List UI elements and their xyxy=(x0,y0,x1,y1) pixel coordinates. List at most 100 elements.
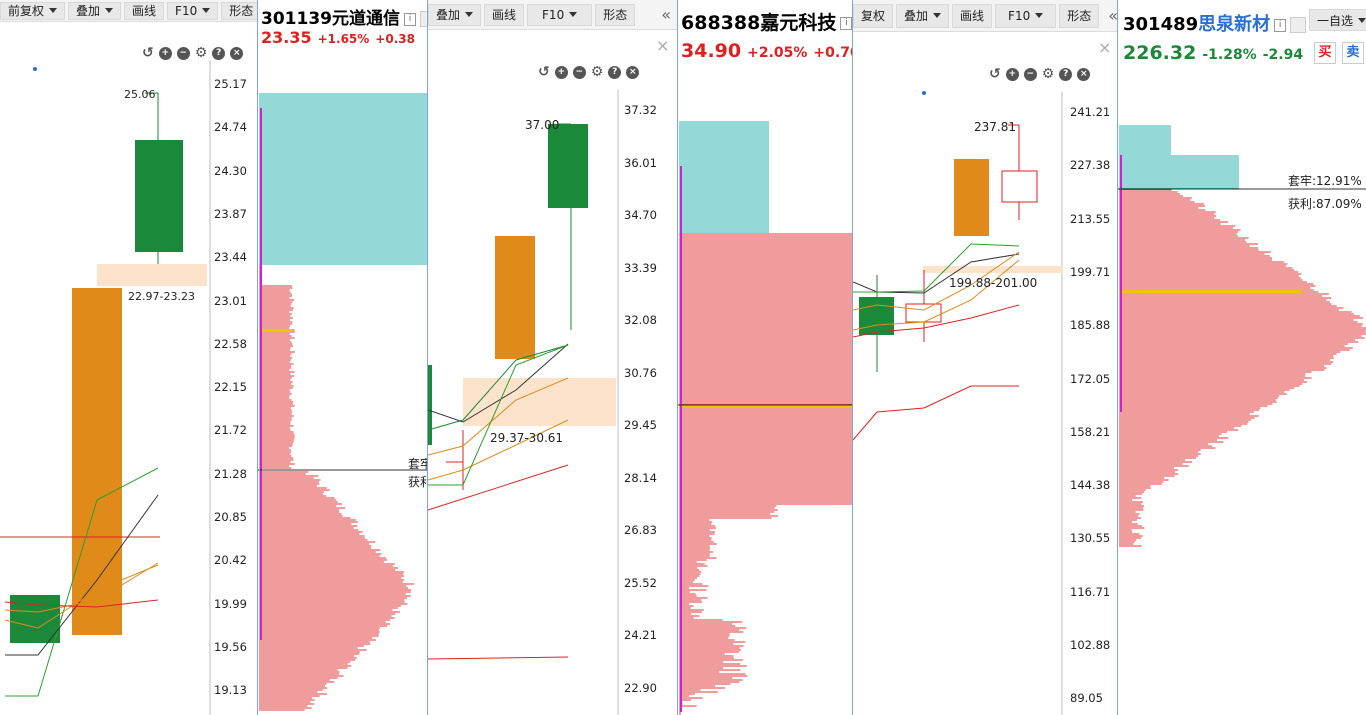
price-tick-label: 23.01 xyxy=(214,293,247,308)
zoom-out-icon[interactable]: − xyxy=(572,66,586,79)
stock-change: +0.70 xyxy=(813,45,852,61)
price-tick-label: 130.55 xyxy=(1070,531,1111,546)
price-tick-label: 227.38 xyxy=(1070,158,1111,173)
stock-pct: +1.65% xyxy=(317,32,370,46)
close-icon[interactable]: × xyxy=(656,36,670,55)
f10-button[interactable]: F10 xyxy=(167,1,219,20)
fuquan-button[interactable]: 前复权 xyxy=(0,1,66,20)
gear-icon[interactable]: ⚙ xyxy=(194,45,208,61)
chevron-down-icon xyxy=(202,8,211,13)
price-tick-label: 199.71 xyxy=(1070,264,1111,279)
watchlist-button[interactable]: 一自选 xyxy=(1309,9,1366,31)
refresh-icon[interactable]: ↺ xyxy=(142,45,154,61)
draw-line-button[interactable]: 画线 xyxy=(952,3,993,28)
price-tick-label: 37.32 xyxy=(624,103,657,117)
help-icon[interactable]: ? xyxy=(1059,68,1073,81)
zone-range-label: 199.88-201.00 xyxy=(949,276,1038,290)
f10-button[interactable]: F10 xyxy=(995,3,1057,28)
price-tick-label: 23.87 xyxy=(214,206,247,221)
overlay-button[interactable]: 叠加 xyxy=(896,3,950,28)
chevron-down-icon xyxy=(933,13,942,18)
buy-button[interactable]: 买 xyxy=(1314,42,1336,64)
info-icon[interactable]: i xyxy=(403,12,416,26)
refresh-icon[interactable]: ↺ xyxy=(989,66,1001,82)
stock-name[interactable]: 元道通信 xyxy=(331,9,400,29)
zoom-in-icon[interactable]: + xyxy=(1005,68,1019,81)
chart-panel-3: 叠加 画线 F10 形态 « × ↺ + − ⚙ ? × 37.00 29.37… xyxy=(427,0,677,715)
close-icon[interactable]: × xyxy=(1077,68,1091,81)
price-tick-label: 20.85 xyxy=(214,510,247,524)
collapse-icon[interactable]: « xyxy=(1102,6,1117,25)
stock-price: 23.35 xyxy=(261,28,312,47)
price-tick-label: 34.70 xyxy=(624,208,657,222)
chevron-down-icon xyxy=(465,12,474,17)
info-icon[interactable]: i xyxy=(840,17,852,30)
stock-name[interactable]: 思泉新材 xyxy=(1198,14,1271,35)
draw-line-button[interactable]: 画线 xyxy=(124,1,165,20)
chip-distribution-2 xyxy=(258,93,427,711)
close-icon[interactable]: × xyxy=(1098,38,1112,57)
price-tick-label: 23.44 xyxy=(214,250,247,265)
stock-title: 301489思泉新材 i xyxy=(1123,10,1307,36)
shape-button[interactable]: 形态 xyxy=(221,1,257,20)
gear-icon[interactable]: ⚙ xyxy=(1041,66,1055,82)
price-tick-label: 30.76 xyxy=(624,365,657,380)
quote-line: 34.90 +2.05% +0.70 xyxy=(681,40,852,62)
price-tick-label: 172.05 xyxy=(1070,371,1111,386)
close-icon[interactable]: × xyxy=(230,47,244,60)
overlay-label: 叠加 xyxy=(76,4,101,18)
zoom-out-icon[interactable]: − xyxy=(176,47,190,60)
gear-icon[interactable]: ⚙ xyxy=(590,64,604,80)
price-tick-label: 241.21 xyxy=(1070,105,1111,119)
price-tick-label: 19.56 xyxy=(214,639,247,654)
candlestick-chart-5 xyxy=(853,91,1063,715)
collapse-icon[interactable]: « xyxy=(661,5,671,24)
high-price-label: 25.06 xyxy=(124,88,156,101)
stock-name[interactable]: 嘉元科技 xyxy=(760,12,837,34)
price-tick-label: 25.52 xyxy=(624,575,657,590)
f10-button[interactable]: F10 xyxy=(527,3,593,26)
overlay-button[interactable]: 叠加 xyxy=(68,1,122,20)
chevron-down-icon xyxy=(1358,17,1366,23)
zone-range-label: 29.37-30.61 xyxy=(490,431,564,445)
bell-icon[interactable] xyxy=(419,11,427,27)
shape-button[interactable]: 形态 xyxy=(1059,3,1100,28)
price-tick-label: 185.88 xyxy=(1070,318,1111,333)
help-icon[interactable]: ? xyxy=(212,47,226,60)
chart-tools-3: ↺ + − ⚙ ? × xyxy=(538,64,640,80)
fuquan-button[interactable]: 复权 xyxy=(853,3,894,28)
close-icon[interactable]: × xyxy=(626,66,640,79)
quote-line: 226.32 -1.28% -2.94 xyxy=(1123,42,1303,64)
zoom-in-icon[interactable]: + xyxy=(158,47,172,60)
sell-button[interactable]: 卖 xyxy=(1342,42,1364,64)
zoom-out-icon[interactable]: − xyxy=(1023,68,1037,81)
overlay-button[interactable]: 叠加 xyxy=(428,3,482,26)
f10-label: F10 xyxy=(542,7,565,22)
stock-pct: -1.28% xyxy=(1202,47,1257,63)
stock-code: 301139 xyxy=(261,9,332,29)
price-tick-label: 116.71 xyxy=(1070,584,1111,599)
price-tick-label: 22.15 xyxy=(214,380,247,395)
trap-label: 套牢 xyxy=(408,457,427,471)
shape-button[interactable]: 形态 xyxy=(595,3,636,26)
price-tick-label: 24.21 xyxy=(624,628,657,642)
zoom-in-icon[interactable]: + xyxy=(554,66,568,79)
chart-toolbar-1: 前复权 叠加 画线 F10 形态 « xyxy=(0,0,257,22)
price-tick-label: 102.88 xyxy=(1070,638,1111,652)
candlestick-chart-1 xyxy=(0,60,211,715)
price-tick-label: 25.17 xyxy=(214,77,247,91)
price-tick-label: 21.72 xyxy=(214,423,247,438)
info-icon[interactable]: i xyxy=(1274,18,1287,32)
profit-label: 获利 xyxy=(408,475,427,489)
draw-line-button[interactable]: 画线 xyxy=(484,3,525,26)
f10-label: F10 xyxy=(175,3,198,18)
price-tick-label: 32.08 xyxy=(624,313,657,327)
refresh-icon[interactable]: ↺ xyxy=(538,64,550,80)
help-icon[interactable]: ? xyxy=(608,66,622,79)
price-tick-label: 19.13 xyxy=(214,683,247,698)
bell-icon[interactable] xyxy=(1290,17,1307,33)
price-tick-label: 22.58 xyxy=(214,336,247,351)
chart-panel-1: 前复权 叠加 画线 F10 形态 « ↺ + − ⚙ ? × 25.06 22.… xyxy=(0,0,257,715)
fuquan-label: 复权 xyxy=(861,9,886,23)
